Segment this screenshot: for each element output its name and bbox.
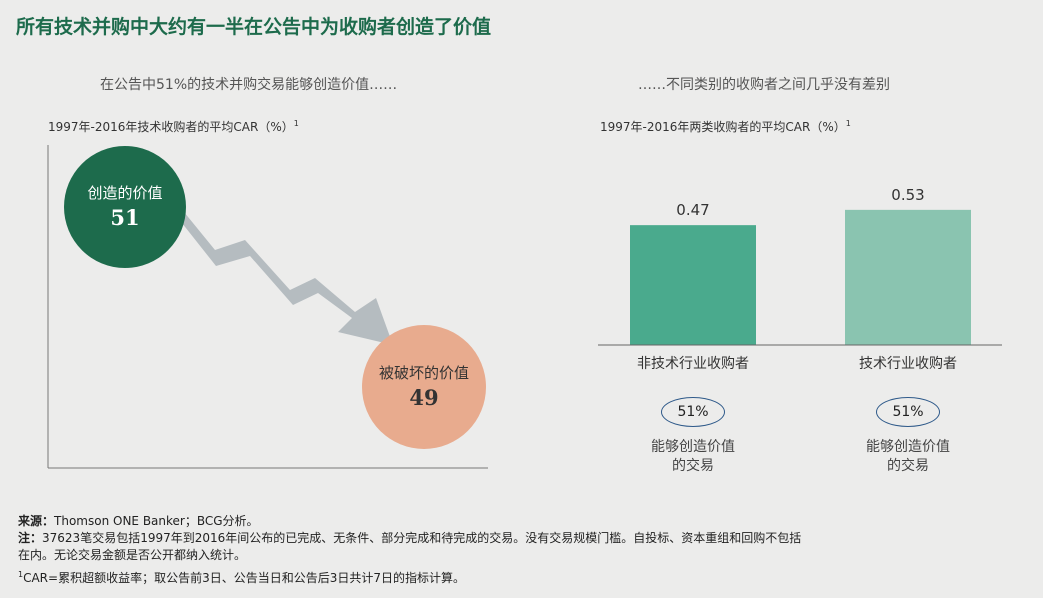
left-subtitle: 在公告中51%的技术并购交易能够创造价值……: [100, 77, 398, 93]
value-destroyed-label: 被破坏的价值: [378, 364, 469, 382]
bar-non-tech: [630, 225, 756, 345]
pct-oval-non-tech: 51%: [661, 397, 725, 427]
value-destroyed-circle: 被破坏的价值 49: [362, 325, 486, 449]
left-axis-title: 1997年-2016年技术收购者的平均CAR（%）1: [48, 119, 299, 134]
bar-value-tech: 0.53: [891, 185, 925, 204]
value-created-number: 51: [110, 205, 140, 230]
car-definition: 1CAR=累积超额收益率；取公告前3日、公告当日和公告后3日共计7日的指标计算。: [18, 570, 465, 585]
left-diagram: [47, 145, 488, 469]
category-label-non-tech: 非技术行业收购者: [637, 356, 749, 372]
bar-value-non-tech: 0.47: [676, 201, 710, 220]
value-created-label: 创造的价值: [87, 184, 163, 202]
right-axis-title: 1997年-2016年两类收购者的平均CAR（%）1: [600, 119, 851, 134]
page-title: 所有技术并购中大约有一半在公告中为收购者创造了价值: [16, 16, 492, 38]
pct-oval-tech: 51%: [876, 397, 940, 427]
note-line-2: 在内。无论交易金额是否公开都纳入统计。: [18, 548, 247, 562]
pct-desc-tech: 能够创造价值 的交易: [866, 439, 950, 474]
pct-desc-non-tech: 能够创造价值 的交易: [651, 439, 735, 474]
decline-arrow: [170, 212, 393, 345]
bar-tech: [845, 209, 971, 345]
source-note: 来源：Thomson ONE Banker；BCG分析。: [18, 514, 259, 528]
bar-chart: [598, 209, 1002, 346]
note-line-1: 注：37623笔交易包括1997年到2016年间公布的已完成、无条件、部分完成和…: [18, 531, 802, 545]
right-subtitle: ……不同类别的收购者之间几乎没有差别: [638, 77, 890, 93]
category-label-tech: 技术行业收购者: [859, 356, 957, 372]
value-destroyed-number: 49: [409, 385, 439, 410]
value-created-circle: 创造的价值 51: [64, 146, 186, 268]
